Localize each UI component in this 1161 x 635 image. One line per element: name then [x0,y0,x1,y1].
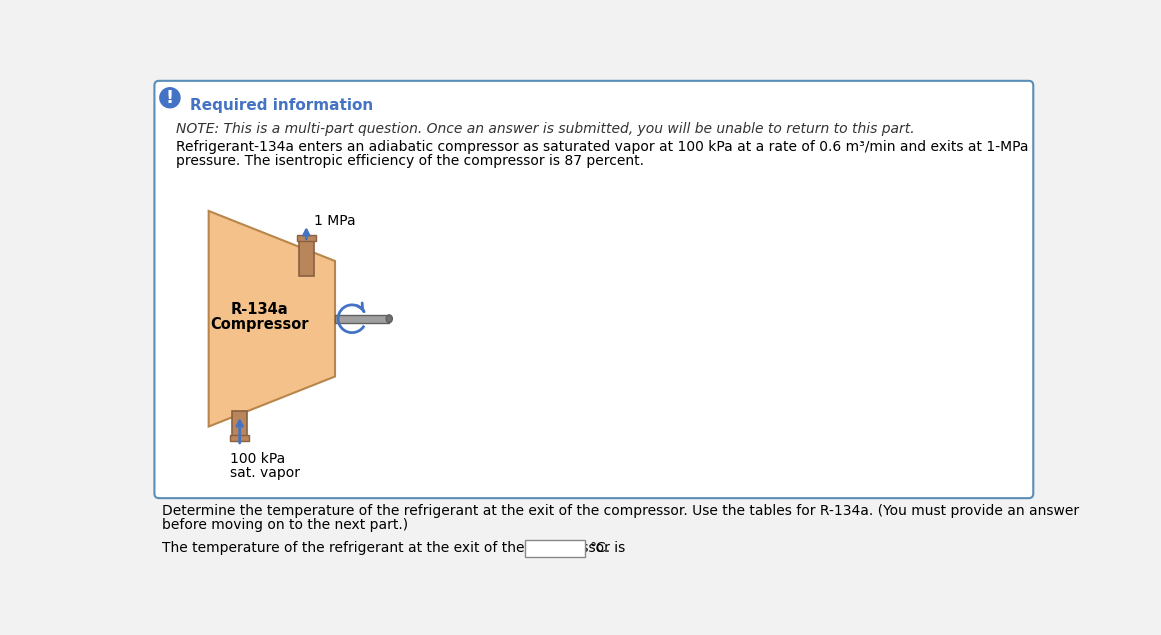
Text: before moving on to the next part.): before moving on to the next part.) [163,518,409,532]
Circle shape [160,88,180,108]
Bar [232,411,247,438]
Text: !: ! [166,89,174,107]
Text: °C.: °C. [590,541,611,555]
Text: The temperature of the refrigerant at the exit of the compressor is: The temperature of the refrigerant at th… [163,541,626,555]
Text: sat. vapor: sat. vapor [230,466,301,480]
Bar [525,540,585,557]
Polygon shape [209,211,336,427]
Text: Determine the temperature of the refrigerant at the exit of the compressor. Use : Determine the temperature of the refrige… [163,504,1080,518]
Bar [297,235,316,241]
Text: 100 kPa: 100 kPa [230,452,286,466]
FancyBboxPatch shape [154,81,1033,498]
Text: 1 MPa: 1 MPa [315,214,355,228]
Text: Refrigerant-134a enters an adiabatic compressor as saturated vapor at 100 kPa at: Refrigerant-134a enters an adiabatic com… [176,140,1029,154]
Text: pressure. The isentropic efficiency of the compressor is 87 percent.: pressure. The isentropic efficiency of t… [176,154,644,168]
Text: Compressor: Compressor [210,318,309,332]
Ellipse shape [387,315,392,323]
Bar [230,435,248,441]
Bar [336,315,389,323]
Text: NOTE: This is a multi-part question. Once an answer is submitted, you will be un: NOTE: This is a multi-part question. Onc… [176,121,915,135]
Text: Required information: Required information [190,98,374,113]
Bar [298,238,315,276]
Text: R-134a: R-134a [231,302,289,317]
